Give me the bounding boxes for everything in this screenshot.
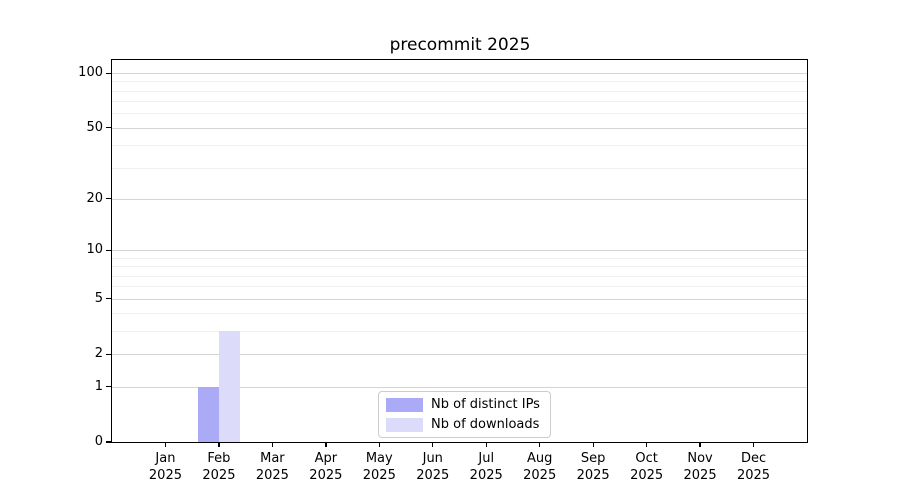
x-tick-label-line: 2025: [630, 468, 664, 483]
gridline-minor-6: [112, 286, 807, 288]
x-tick-label-aug: Aug 2025: [523, 450, 556, 484]
gridline-major-10: [112, 250, 807, 252]
x-axis-tick-may: [378, 442, 380, 447]
x-axis-tick-aug: [539, 442, 541, 447]
y-axis-tick-100: [105, 72, 111, 74]
x-tick-label-line: 2025: [683, 468, 717, 483]
y-tick-label-100: 100: [78, 65, 103, 81]
y-axis-tick-2: [105, 353, 111, 355]
x-tick-label-line: 2025: [148, 468, 182, 483]
gridline-major-1: [112, 386, 807, 388]
x-tick-label-jul: Jul 2025: [470, 450, 503, 484]
x-tick-label-line: 2025: [523, 468, 557, 483]
x-tick-label-line: Feb: [207, 451, 231, 466]
legend-swatch-distinct-ips: [386, 397, 423, 412]
x-tick-label-line: 2025: [255, 468, 289, 483]
gridline-minor-4: [112, 313, 807, 315]
y-tick-label-1: 1: [94, 378, 103, 394]
x-tick-label-line: Oct: [635, 451, 658, 466]
legend-swatch-downloads: [386, 417, 423, 432]
gridline-minor-7: [112, 275, 807, 277]
x-tick-label-line: 2025: [469, 468, 503, 483]
gridline-minor-30: [112, 167, 807, 169]
x-tick-label-line: Jan: [155, 451, 176, 466]
x-tick-label-line: 2025: [362, 468, 396, 483]
legend-label-distinct-ips: Nb of distinct IPs: [431, 397, 540, 412]
gridline-minor-8: [112, 266, 807, 268]
y-tick-label-5: 5: [94, 290, 103, 306]
x-tick-label-line: Nov: [687, 451, 713, 466]
legend-item-downloads: Nb of downloads: [386, 417, 540, 432]
gridline-major-20: [112, 198, 807, 200]
legend-label-downloads: Nb of downloads: [431, 417, 540, 432]
x-tick-label-line: Jul: [478, 451, 495, 466]
y-tick-label-2: 2: [94, 346, 103, 362]
gridline-minor-3: [112, 331, 807, 333]
y-axis-tick-10: [105, 249, 111, 252]
x-axis-tick-dec: [752, 442, 755, 447]
x-tick-label-line: Dec: [740, 451, 767, 466]
gridline-major-50: [112, 127, 807, 129]
y-axis-tick-1: [105, 385, 111, 388]
y-tick-label-10: 10: [86, 242, 103, 258]
gridline-minor-60: [112, 113, 807, 115]
x-tick-label-line: May: [365, 451, 393, 466]
x-tick-label-line: Sep: [580, 451, 606, 466]
x-tick-label-line: Apr: [314, 451, 338, 466]
x-axis-tick-oct: [646, 442, 648, 447]
x-axis-tick-apr: [325, 442, 327, 447]
x-tick-label-nov: Nov 2025: [684, 450, 717, 484]
x-tick-label-oct: Oct 2025: [630, 450, 663, 484]
legend: Nb of distinct IPs Nb of downloads: [378, 391, 551, 438]
x-tick-label-line: Mar: [260, 451, 285, 466]
legend-item-distinct-ips: Nb of distinct IPs: [386, 397, 540, 412]
x-tick-label-mar: Mar 2025: [256, 450, 289, 484]
x-tick-label-line: Aug: [526, 451, 553, 466]
x-axis-tick-feb: [218, 442, 220, 447]
x-axis-tick-mar: [271, 442, 274, 447]
gridline-minor-9: [112, 257, 807, 259]
y-axis-tick-20: [105, 198, 111, 200]
x-tick-label-line: 2025: [736, 468, 771, 483]
x-tick-label-sep: Sep 2025: [577, 450, 610, 484]
y-axis-tick-0: [105, 441, 111, 443]
x-tick-label-line: 2025: [576, 468, 610, 483]
gridline-major-2: [112, 354, 807, 356]
y-axis-tick-50: [105, 127, 111, 129]
x-tick-label-feb: Feb 2025: [202, 450, 235, 484]
x-tick-label-apr: Apr 2025: [309, 450, 342, 484]
gridline-minor-80: [112, 90, 807, 92]
y-axis-tick-5: [105, 298, 111, 300]
x-tick-label-jun: Jun 2025: [416, 450, 449, 484]
x-axis-tick-jul: [485, 442, 487, 447]
y-tick-label-0: 0: [94, 434, 103, 449]
x-tick-label-line: 2025: [202, 468, 236, 483]
x-tick-label-line: 2025: [309, 468, 343, 483]
chart-title: precommit 2025: [389, 35, 531, 55]
x-axis-tick-nov: [699, 442, 701, 447]
gridline-major-5: [112, 298, 807, 300]
gridline-minor-90: [112, 81, 807, 83]
plot-area: 0 1 2 5 10 20 50 100 Jan 2025 Feb 2025 Mar 2025 Apr 202…: [78, 59, 808, 483]
x-axis-tick-jan: [164, 442, 167, 447]
x-axis-tick-jun: [432, 442, 434, 447]
bar-downloads-feb: [218, 331, 241, 442]
x-tick-label-line: 2025: [416, 468, 450, 483]
x-axis-tick-sep: [592, 442, 594, 447]
gridline-major-100: [112, 73, 807, 75]
gridline-minor-40: [112, 145, 807, 147]
x-tick-label-may: May 2025: [363, 450, 396, 484]
x-tick-label-jan: Jan 2025: [149, 450, 182, 484]
y-tick-label-20: 20: [86, 190, 103, 206]
y-tick-label-50: 50: [86, 119, 103, 135]
x-tick-label-dec: Dec 2025: [737, 450, 770, 484]
gridline-minor-70: [112, 101, 807, 103]
x-tick-label-line: Jun: [422, 451, 443, 466]
bar-distinct-ips-feb: [197, 386, 219, 442]
